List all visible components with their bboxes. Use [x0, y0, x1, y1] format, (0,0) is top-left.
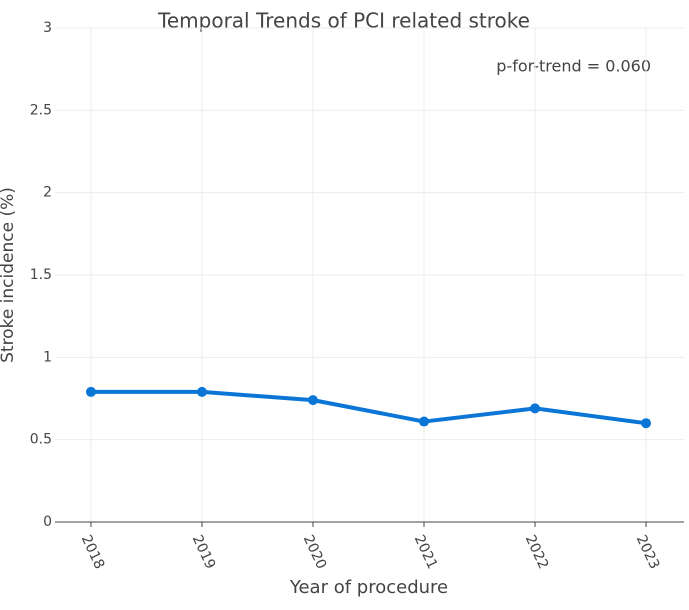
point [196, 386, 207, 397]
x-tick-label: 2020 [300, 533, 330, 572]
y-tick-label: 1.5 [30, 267, 52, 283]
point [530, 403, 541, 414]
y-tick-label: 0.5 [30, 432, 52, 448]
x-tick-label: 2019 [189, 533, 219, 572]
y-tick-label: 3 [43, 20, 52, 36]
x-axis-title: Year of procedure [289, 577, 448, 598]
point [85, 386, 96, 397]
chart-title: Temporal Trends of PCI related stroke [157, 9, 530, 33]
y-tick-label: 0 [43, 514, 52, 530]
annotation: p-for-trend = 0.060 [496, 57, 651, 76]
x-tick-label: 2022 [522, 533, 552, 572]
x-tick-label: 2018 [78, 533, 108, 572]
point [419, 416, 430, 427]
point [641, 418, 652, 429]
point [307, 395, 318, 406]
x-tick-label: 2021 [411, 533, 441, 572]
line [90, 389, 647, 426]
y-tick-label: 2.5 [30, 102, 52, 118]
y-axis-title: Stroke incidence (%) [0, 187, 18, 363]
y-tick-label: 2 [43, 185, 52, 201]
x-tick-label: 2023 [633, 533, 663, 572]
y-tick-label: 1 [43, 349, 52, 365]
